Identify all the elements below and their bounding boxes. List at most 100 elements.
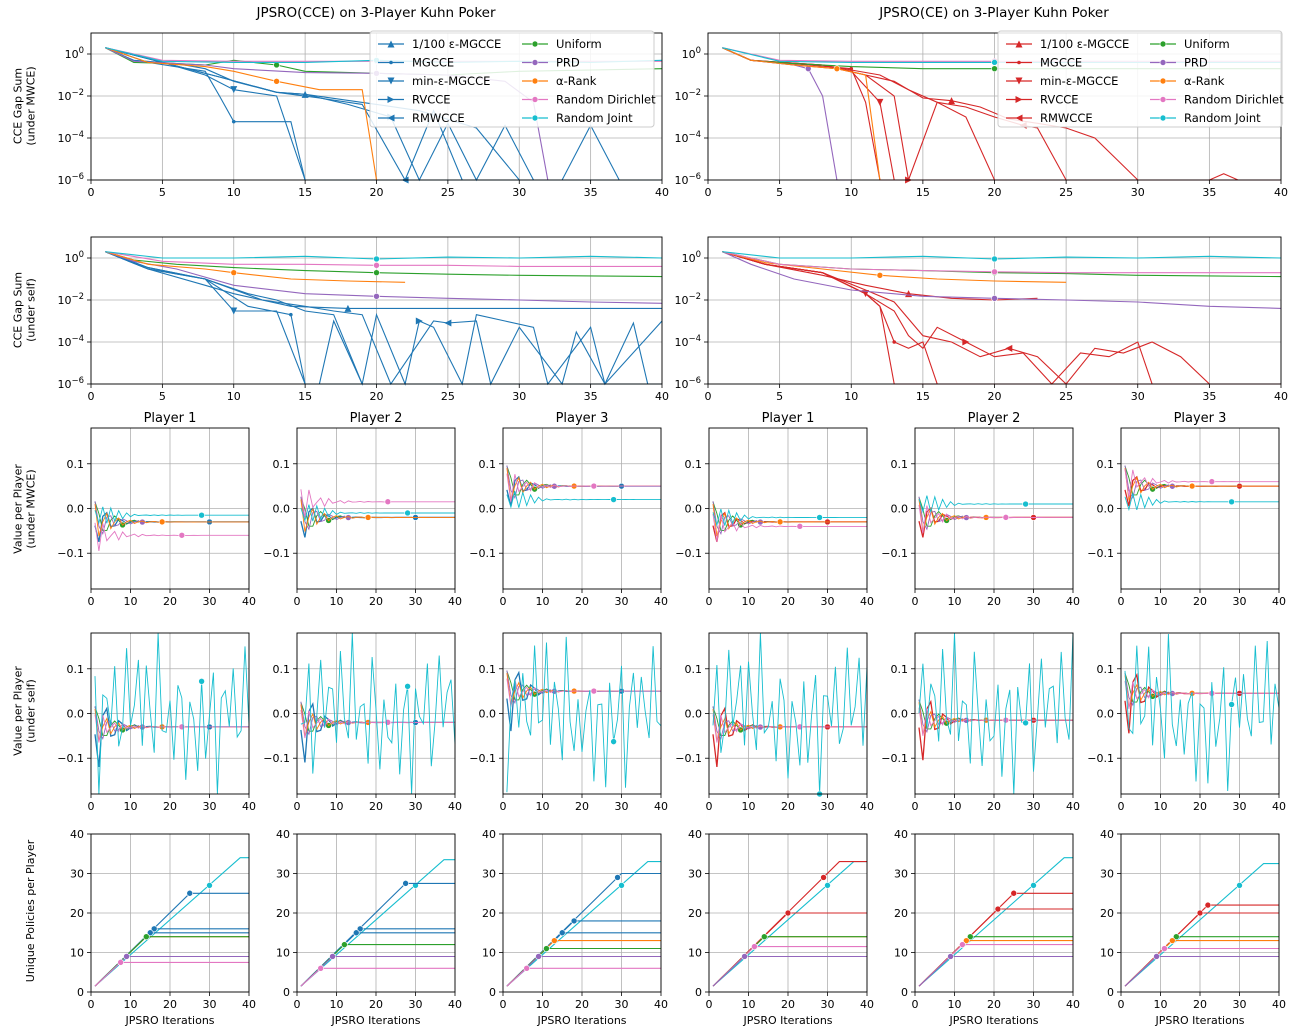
x-tick-label: 10 xyxy=(948,998,962,1011)
series-line xyxy=(300,489,455,518)
series-marker xyxy=(352,929,360,937)
x-tick-label: 10 xyxy=(844,390,858,403)
x-tick-label: 40 xyxy=(1274,390,1288,403)
x-tick-label: 40 xyxy=(448,800,462,813)
series-marker xyxy=(230,86,238,94)
x-tick-label: 25 xyxy=(1059,186,1073,199)
x-tick-label: 0 xyxy=(88,800,95,813)
series-marker xyxy=(551,937,558,944)
y-tick-label: −0.1 xyxy=(57,547,84,560)
y-tick-label: 0.1 xyxy=(891,663,909,676)
legend-label: PRD xyxy=(1184,56,1208,70)
legend-cce: 1/100 ε-MGCCE MGCCE min-ε-MGCCE RVCCE RMWCCE… xyxy=(369,30,656,128)
series-line xyxy=(94,522,249,551)
x-tick-label: 0 xyxy=(1118,595,1125,608)
axes-frame xyxy=(90,427,250,590)
series-line xyxy=(1124,465,1279,496)
y-tick-label: 10−4 xyxy=(57,334,84,349)
legend-marker xyxy=(1017,60,1021,65)
x-tick-label: 10 xyxy=(1154,800,1168,813)
y-tick-label: 20 xyxy=(688,907,702,920)
series-marker xyxy=(1005,344,1013,352)
x-tick-label: 40 xyxy=(1066,800,1080,813)
series-marker xyxy=(1022,500,1029,508)
axes-frame xyxy=(296,833,456,993)
y-tick-label: 30 xyxy=(482,868,496,881)
x-tick-label: 20 xyxy=(575,998,589,1011)
x-tick-label: 40 xyxy=(654,800,668,813)
series-line xyxy=(506,940,661,987)
series-line xyxy=(506,947,661,987)
y-tick-label: 10 xyxy=(482,947,496,960)
x-tick-label: 20 xyxy=(370,186,384,199)
legend-marker xyxy=(531,114,539,122)
series-line xyxy=(712,714,867,743)
series-marker xyxy=(959,941,966,948)
series-marker xyxy=(356,925,364,933)
axes-frame xyxy=(1120,632,1280,795)
x-tick-label: 40 xyxy=(654,998,668,1011)
y-tick-label: 0 xyxy=(489,986,496,999)
x-tick-label: 0 xyxy=(706,998,713,1011)
y-tick-label: 40 xyxy=(688,828,702,841)
x-tick-label: 5 xyxy=(776,390,783,403)
series-marker xyxy=(804,65,812,72)
x-tick-label: 0 xyxy=(1118,800,1125,813)
legend-label: RMWCCE xyxy=(412,111,465,125)
x-tick-label: 20 xyxy=(781,800,795,813)
series-line xyxy=(300,932,455,987)
series-line xyxy=(722,251,1282,309)
series-marker xyxy=(373,269,380,276)
x-tick-label: 20 xyxy=(988,186,1002,199)
x-tick-label: 30 xyxy=(203,595,217,608)
x-tick-label: 40 xyxy=(1272,800,1286,813)
y-tick-label: 10 xyxy=(894,947,908,960)
series-marker xyxy=(373,261,380,269)
axes-frame xyxy=(708,833,868,993)
series-marker xyxy=(230,307,238,315)
series-marker xyxy=(610,738,617,745)
series-line xyxy=(712,861,867,987)
x-tick-label: 10 xyxy=(330,998,344,1011)
series-marker xyxy=(796,523,804,530)
y-tick-label: 0.0 xyxy=(67,708,85,721)
series-marker xyxy=(158,518,166,526)
x-tick-label: 0 xyxy=(88,390,95,403)
series-line xyxy=(712,632,868,795)
series-line xyxy=(712,513,867,543)
y-tick-label: 0.1 xyxy=(273,663,291,676)
y-tick-label: 0 xyxy=(695,986,702,999)
series-marker xyxy=(402,880,409,887)
series-marker xyxy=(289,312,293,317)
series-marker xyxy=(384,498,392,506)
x-tick-label: 15 xyxy=(298,390,312,403)
series-marker xyxy=(947,953,954,960)
y-tick-label: 0.0 xyxy=(685,503,703,516)
series-line xyxy=(1124,904,1279,987)
series-marker xyxy=(962,338,970,346)
series-marker xyxy=(590,687,598,695)
x-tick-label: 5 xyxy=(776,186,783,199)
y-tick-label: 10−4 xyxy=(674,334,701,349)
y-tick-label: 10−2 xyxy=(57,292,84,307)
x-tick-label: 20 xyxy=(163,998,177,1011)
unique-policies-5: 0 10 20 30 40 0 10 20 30 40 JPSRO Iterations xyxy=(1100,828,1286,1027)
series-line xyxy=(1124,492,1279,512)
series-marker xyxy=(1188,482,1196,490)
series-marker xyxy=(991,65,998,72)
x-tick-label: 0 xyxy=(500,800,507,813)
series-line xyxy=(1124,469,1279,498)
series-marker xyxy=(892,340,897,344)
series-line xyxy=(105,251,663,386)
legend-marker xyxy=(531,59,539,66)
series-marker xyxy=(186,889,194,897)
axes-frame xyxy=(1120,427,1280,590)
x-tick-label: 0 xyxy=(294,998,301,1011)
x-tick-label: 40 xyxy=(1272,595,1286,608)
series-marker xyxy=(741,953,748,960)
x-tick-label: 20 xyxy=(369,595,383,608)
legend-marker xyxy=(387,40,395,48)
series-marker xyxy=(364,514,372,521)
legend-box xyxy=(369,30,655,128)
